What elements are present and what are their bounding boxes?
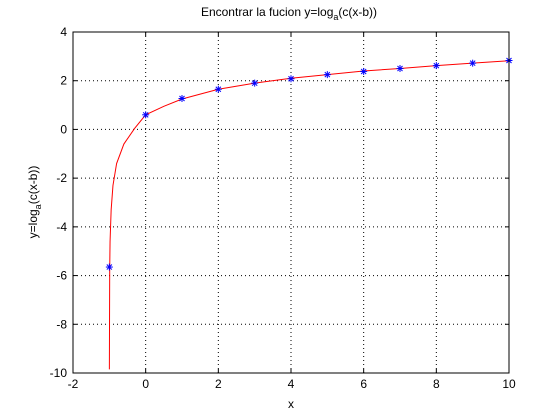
data-point-marker	[432, 62, 440, 70]
axes-background	[73, 32, 509, 373]
x-tick-label: 6	[360, 377, 367, 391]
y-tick-labels: -10 -8 -6 -4 -2 0 2 4	[50, 25, 68, 380]
y-tick-label: -8	[56, 317, 67, 331]
data-point-marker	[142, 111, 150, 119]
series-layer	[105, 56, 513, 370]
data-point-marker	[323, 71, 331, 79]
y-tick-label: 0	[60, 122, 67, 136]
data-point-marker	[287, 75, 295, 83]
y-axis-label: y=loga(c(x-b))	[26, 166, 43, 239]
data-point-marker	[178, 94, 186, 102]
x-tick-label: 10	[502, 377, 516, 391]
data-point-marker	[105, 263, 113, 271]
x-axis-label: x	[288, 397, 294, 411]
y-tick-label: 4	[60, 25, 67, 39]
chart-title-subscript: a	[333, 12, 338, 22]
chart-title: Encontrar la fucion y=loga(c(x-b))	[201, 5, 377, 22]
y-tick-label: -4	[56, 220, 67, 234]
x-tick-label: 0	[142, 377, 149, 391]
data-point-marker	[469, 59, 477, 67]
y-tick-label: -2	[56, 171, 67, 185]
plot-area	[72, 31, 513, 374]
data-point-marker	[360, 67, 368, 75]
y-axis-label-subscript: a	[33, 204, 43, 209]
data-point-marker	[251, 79, 259, 87]
x-tick-label: -2	[68, 377, 79, 391]
x-tick-label: 8	[433, 377, 440, 391]
y-axis-label-tail: (c(x-b))	[26, 166, 40, 205]
chart-title-tail: (c(x-b))	[338, 5, 377, 19]
chart-title-main: Encontrar la fucion y=log	[201, 5, 333, 19]
y-tick-label: 2	[60, 74, 67, 88]
fitted-curve-line	[108, 60, 510, 370]
y-tick-label: -10	[50, 366, 68, 380]
axes-frame	[72, 31, 510, 374]
x-tick-labels: -2 0 2 4 6 8 10	[68, 377, 516, 391]
data-point-marker	[396, 65, 404, 73]
y-tick-label: -6	[56, 269, 67, 283]
x-tick-label: 2	[215, 377, 222, 391]
grid-lines	[73, 32, 509, 373]
y-axis-label-main: y=log	[26, 209, 40, 238]
x-tick-label: 4	[288, 377, 295, 391]
data-point-marker	[214, 85, 222, 93]
